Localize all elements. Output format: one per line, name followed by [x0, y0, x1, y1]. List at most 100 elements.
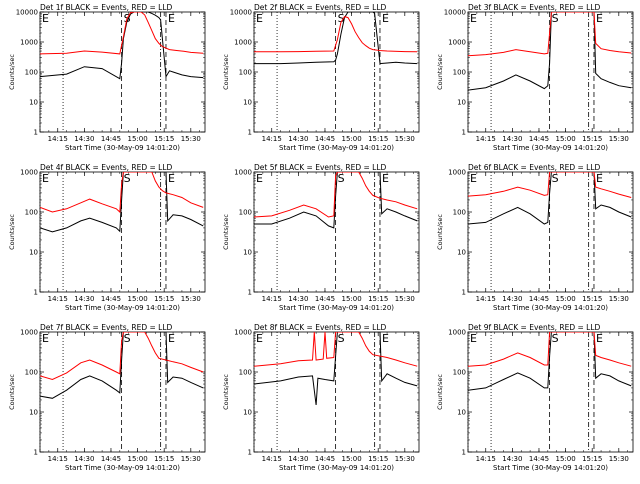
- y-tick-label: 1000: [20, 329, 38, 337]
- x-tick-label: 14:45: [315, 295, 335, 303]
- marker-label: E: [168, 332, 175, 345]
- x-axis-label: Start Time (30-May-09 14:01:20): [65, 464, 180, 472]
- series-line: [254, 172, 418, 229]
- series-line: [254, 12, 418, 65]
- panel-5: Det 5f BLACK = Events, RED = LLD 1 10 100 10…: [222, 163, 420, 312]
- marker-label: S: [338, 332, 345, 345]
- y-axis-label: Counts/sec: [222, 214, 230, 250]
- x-tick-label: 14:45: [529, 295, 549, 303]
- marker-label: S: [124, 332, 131, 345]
- y-tick-label: 100: [25, 69, 38, 77]
- y-tick-label: 1: [34, 129, 38, 137]
- x-tick-label: 15:00: [341, 455, 361, 463]
- x-tick-label: 15:15: [154, 455, 174, 463]
- x-tick-label: 14:30: [288, 135, 308, 143]
- panel-title: Det 5f BLACK = Events, RED = LLD: [254, 163, 387, 172]
- x-tick-label: 15:30: [395, 455, 415, 463]
- x-tick-label: 15:30: [609, 455, 629, 463]
- x-axis-label: Start Time (30-May-09 14:01:20): [65, 144, 180, 152]
- marker-label: E: [42, 12, 49, 25]
- marker-label: S: [552, 12, 559, 25]
- y-axis-label: Counts/sec: [8, 54, 16, 90]
- marker-label: E: [256, 12, 263, 25]
- series-group: [254, 332, 418, 406]
- x-tick-label: 15:30: [181, 455, 201, 463]
- panel-8: Det 8f BLACK = Events, RED = LLD 1 10 100 10…: [222, 323, 420, 472]
- marker-label: E: [470, 332, 477, 345]
- x-tick-label: 14:15: [48, 135, 68, 143]
- x-tick-label: 14:15: [262, 135, 282, 143]
- x-tick-label: 14:30: [288, 455, 308, 463]
- x-tick-label: 15:30: [395, 295, 415, 303]
- y-tick-label: 10: [457, 99, 466, 107]
- series-line: [468, 12, 632, 91]
- x-tick-label: 14:15: [48, 295, 68, 303]
- x-tick-label: 15:30: [395, 135, 415, 143]
- y-tick-label: 1: [248, 449, 252, 457]
- panel-title: Det 8f BLACK = Events, RED = LLD: [254, 323, 387, 332]
- y-tick-label: 10: [29, 249, 38, 257]
- x-tick-label: 14:15: [48, 455, 68, 463]
- series-group: [254, 12, 418, 65]
- x-tick-label: 14:45: [529, 135, 549, 143]
- y-tick-label: 100: [25, 369, 38, 377]
- x-tick-label: 15:00: [555, 135, 575, 143]
- panel-title: Det 4f BLACK = Events, RED = LLD: [40, 163, 173, 172]
- x-tick-label: 14:30: [74, 295, 94, 303]
- x-axis-label: Start Time (30-May-09 14:01:20): [279, 144, 394, 152]
- marker-label: E: [596, 172, 603, 185]
- y-tick-label: 100: [453, 69, 466, 77]
- x-tick-label: 14:45: [101, 135, 121, 143]
- marker-label: E: [382, 12, 389, 25]
- x-tick-label: 14:45: [315, 135, 335, 143]
- marker-label: S: [338, 12, 345, 25]
- panel-6: Det 6f BLACK = Events, RED = LLD 1 10 100 10…: [436, 163, 634, 312]
- y-tick-label: 100: [239, 69, 252, 77]
- series-line: [40, 12, 204, 55]
- marker-label: E: [596, 12, 603, 25]
- x-tick-label: 15:15: [368, 455, 388, 463]
- marker-label: E: [42, 332, 49, 345]
- y-tick-label: 10: [243, 409, 252, 417]
- y-axis-label: Counts/sec: [8, 374, 16, 410]
- x-tick-label: 14:30: [502, 455, 522, 463]
- series-line: [40, 332, 204, 381]
- series-line: [254, 172, 418, 218]
- y-tick-label: 1: [462, 289, 466, 297]
- x-tick-label: 14:15: [476, 295, 496, 303]
- series-line: [254, 16, 418, 53]
- panel-9: Det 9f BLACK = Events, RED = LLD 1 10 100 10…: [436, 323, 634, 472]
- y-tick-label: 10: [457, 409, 466, 417]
- marker-label: E: [168, 172, 175, 185]
- x-tick-label: 15:00: [127, 295, 147, 303]
- x-tick-label: 14:30: [502, 295, 522, 303]
- y-axis-label: Counts/sec: [222, 54, 230, 90]
- y-tick-label: 10000: [16, 9, 38, 17]
- x-axis-label: Start Time (30-May-09 14:01:20): [279, 464, 394, 472]
- y-tick-label: 1000: [448, 39, 466, 47]
- marker-label: E: [256, 172, 263, 185]
- series-group: [40, 332, 204, 399]
- y-tick-label: 10: [243, 99, 252, 107]
- y-tick-label: 10000: [444, 9, 466, 17]
- series-line: [254, 332, 418, 367]
- panel-title: Det 9f BLACK = Events, RED = LLD: [468, 323, 601, 332]
- x-tick-label: 15:30: [181, 295, 201, 303]
- plot-frame: [39, 11, 206, 133]
- series-line: [40, 172, 204, 214]
- x-tick-label: 14:45: [315, 455, 335, 463]
- y-tick-label: 1000: [20, 39, 38, 47]
- marker-label: E: [470, 12, 477, 25]
- marker-label: S: [338, 172, 345, 185]
- y-axis-label: Counts/sec: [436, 374, 444, 410]
- x-axis-label: Start Time (30-May-09 14:01:20): [493, 304, 608, 312]
- y-tick-label: 100: [453, 209, 466, 217]
- x-tick-label: 15:15: [368, 295, 388, 303]
- marker-label: S: [552, 172, 559, 185]
- y-tick-label: 100: [239, 369, 252, 377]
- panel-title: Det 7f BLACK = Events, RED = LLD: [40, 323, 173, 332]
- marker-label: E: [42, 172, 49, 185]
- series-line: [40, 172, 204, 233]
- series-line: [468, 332, 632, 391]
